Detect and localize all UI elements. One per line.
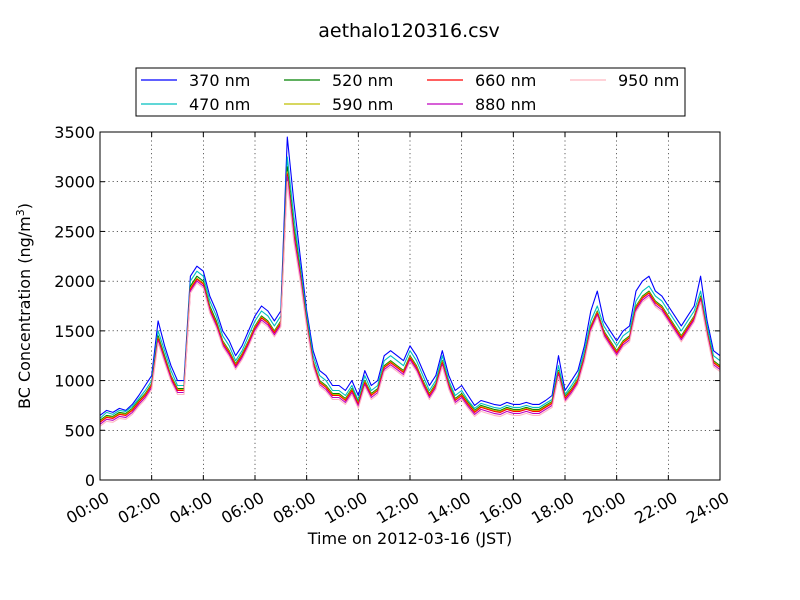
y-axis-label-end: ) xyxy=(15,203,34,209)
series-line-660-nm xyxy=(99,173,721,423)
y-axis-label-sup: 3 xyxy=(14,209,27,216)
x-tick-label: 00:00 xyxy=(63,488,112,528)
x-tick-label: 22:00 xyxy=(631,488,680,528)
y-tick-label: 500 xyxy=(64,421,95,440)
x-tick-label: 24:00 xyxy=(683,488,732,528)
y-tick-label: 1500 xyxy=(54,322,95,341)
chart-title: aethalo120316.csv xyxy=(318,20,500,42)
series-group xyxy=(99,136,721,427)
series-line-880-nm xyxy=(99,176,721,425)
legend-label: 470 nm xyxy=(189,95,250,114)
y-tick-label: 3000 xyxy=(54,173,95,192)
x-tick-label: 18:00 xyxy=(528,488,577,528)
series-line-470-nm xyxy=(99,156,721,419)
legend-label: 880 nm xyxy=(475,95,536,114)
series-line-370-nm xyxy=(99,136,721,416)
x-tick-label: 06:00 xyxy=(218,488,267,528)
series-line-950-nm xyxy=(99,181,721,427)
x-tick-label: 12:00 xyxy=(373,488,422,528)
legend-box xyxy=(135,67,686,117)
legend-label: 660 nm xyxy=(475,71,536,90)
legend-label: 590 nm xyxy=(332,95,393,114)
x-axis-label: Time on 2012-03-16 (JST) xyxy=(307,529,512,548)
y-axis-label-main: BC Concentration (ng/m xyxy=(15,216,34,409)
legend: 370 nm 470 nm 520 nm 590 nm 660 nm 880 nm 950 … xyxy=(135,67,686,117)
y-tick-label: 0 xyxy=(85,471,95,490)
x-tick-label: 02:00 xyxy=(115,488,164,528)
x-tick-label: 16:00 xyxy=(476,488,525,528)
x-tick-label: 10:00 xyxy=(321,488,370,528)
y-tick-label: 2500 xyxy=(54,222,95,241)
x-tick-label: 04:00 xyxy=(166,488,215,528)
legend-label: 520 nm xyxy=(332,71,393,90)
y-tick-label: 2000 xyxy=(54,272,95,291)
series-line-520-nm xyxy=(99,166,721,421)
y-tick-label: 1000 xyxy=(54,372,95,391)
legend-label: 950 nm xyxy=(618,71,679,90)
x-tick-label: 20:00 xyxy=(580,488,629,528)
x-tick-label: 08:00 xyxy=(270,488,319,528)
legend-label: 370 nm xyxy=(189,71,250,90)
plot-frame xyxy=(99,131,721,481)
y-tick-label: 3500 xyxy=(54,123,95,142)
y-axis-label: BC Concentration (ng/m3) xyxy=(14,203,34,409)
grid xyxy=(100,132,720,480)
x-tick-label: 14:00 xyxy=(425,488,474,528)
